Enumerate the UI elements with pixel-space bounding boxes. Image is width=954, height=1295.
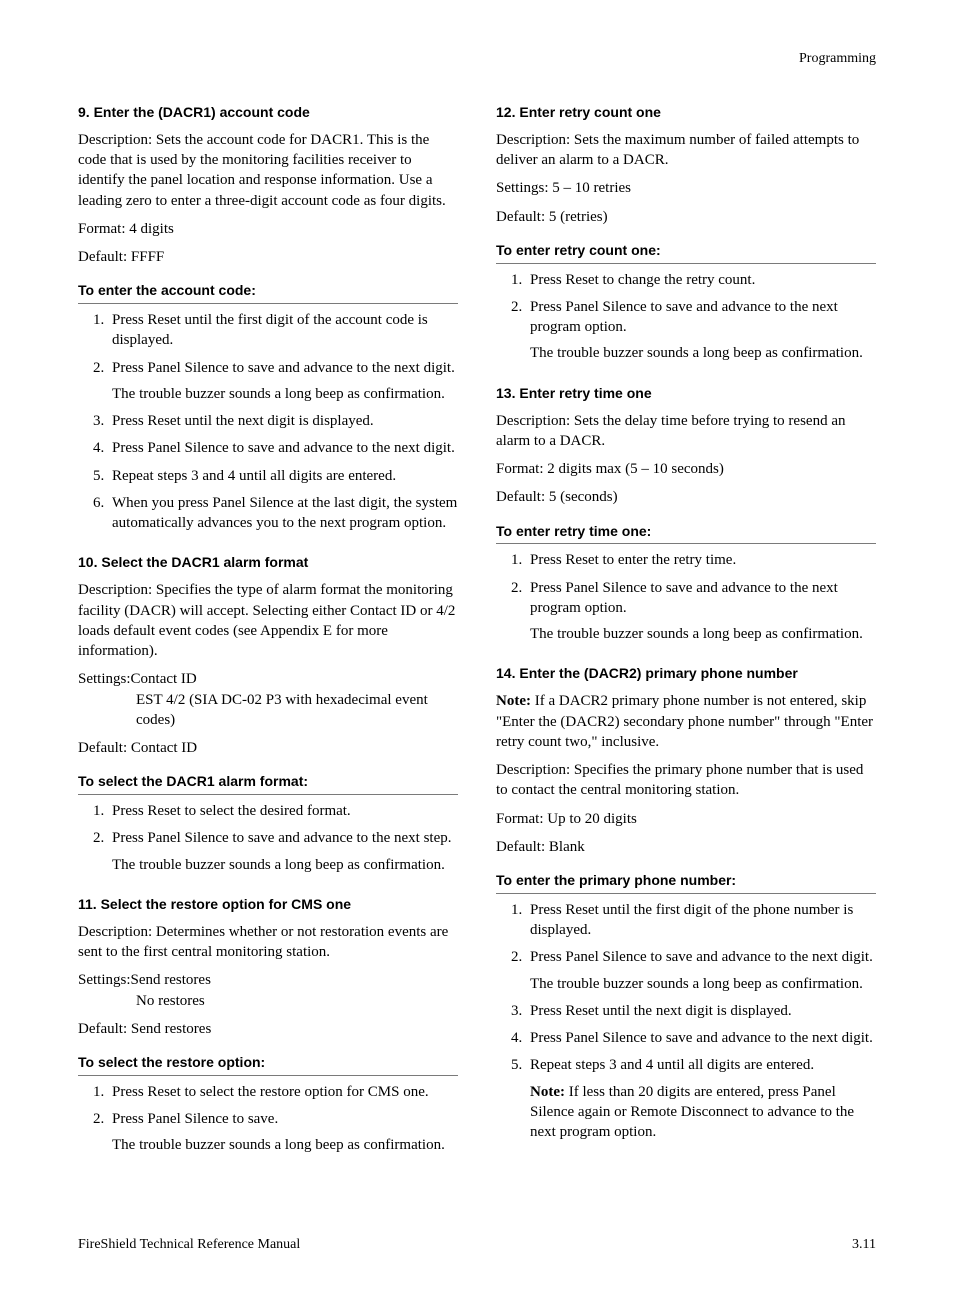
list-item: Press Reset until the next digit is disp… bbox=[108, 411, 458, 431]
right-column: 12. Enter retry count one Description: S… bbox=[496, 103, 876, 1176]
s12-settings: Settings: 5 – 10 retries bbox=[496, 178, 876, 198]
step-note: The trouble buzzer sounds a long beep as… bbox=[530, 343, 876, 363]
s11-steps: Press Reset to select the restore option… bbox=[78, 1082, 458, 1156]
note-text: If a DACR2 primary phone number is not e… bbox=[496, 693, 873, 750]
setting-value: Send restores bbox=[131, 972, 211, 988]
list-item: Press Panel Silence to save and advance … bbox=[108, 358, 458, 405]
left-column: 9. Enter the (DACR1) account code Descri… bbox=[78, 103, 458, 1176]
setting-value: EST 4/2 (SIA DC-02 P3 with hexadecimal e… bbox=[78, 690, 458, 731]
s10-settings: Settings:Contact ID EST 4/2 (SIA DC-02 P… bbox=[78, 669, 458, 730]
header-right: Programming bbox=[799, 51, 876, 66]
step-text: Press Panel Silence to save and advance … bbox=[112, 830, 452, 846]
note-label: Note: bbox=[530, 1084, 565, 1100]
content-columns: 9. Enter the (DACR1) account code Descri… bbox=[78, 103, 876, 1176]
s12-desc: Description: Sets the maximum number of … bbox=[496, 130, 876, 171]
list-item: Press Panel Silence to save and advance … bbox=[526, 578, 876, 645]
setting-value: Contact ID bbox=[131, 671, 197, 687]
section-14: 14. Enter the (DACR2) primary phone numb… bbox=[496, 664, 876, 1142]
s13-title: 13. Enter retry time one bbox=[496, 384, 876, 403]
list-item: Press Reset to select the restore option… bbox=[108, 1082, 458, 1102]
step-text: Press Panel Silence to save and advance … bbox=[530, 299, 838, 335]
section-13: 13. Enter retry time one Description: Se… bbox=[496, 384, 876, 645]
section-9: 9. Enter the (DACR1) account code Descri… bbox=[78, 103, 458, 534]
s11-proc-title: To select the restore option: bbox=[78, 1053, 458, 1076]
list-item: Press Reset until the next digit is disp… bbox=[526, 1001, 876, 1021]
s10-proc-title: To select the DACR1 alarm format: bbox=[78, 772, 458, 795]
footer-left: FireShield Technical Reference Manual bbox=[78, 1236, 300, 1255]
list-item: Press Panel Silence to save and advance … bbox=[526, 1028, 876, 1048]
settings-label: Settings: bbox=[78, 671, 131, 687]
s10-desc: Description: Specifies the type of alarm… bbox=[78, 580, 458, 661]
s10-steps: Press Reset to select the desired format… bbox=[78, 801, 458, 875]
step-text: Repeat steps 3 and 4 until all digits ar… bbox=[530, 1057, 814, 1073]
s9-title: 9. Enter the (DACR1) account code bbox=[78, 103, 458, 122]
step-note: Note: If less than 20 digits are entered… bbox=[530, 1082, 876, 1143]
list-item: Repeat steps 3 and 4 until all digits ar… bbox=[108, 466, 458, 486]
s11-desc: Description: Determines whether or not r… bbox=[78, 922, 458, 963]
s14-note: Note: If a DACR2 primary phone number is… bbox=[496, 691, 876, 752]
list-item: When you press Panel Silence at the last… bbox=[108, 493, 458, 534]
step-text: Press Panel Silence to save. bbox=[112, 1111, 278, 1127]
s11-settings: Settings:Send restores No restores bbox=[78, 970, 458, 1011]
s9-steps: Press Reset until the first digit of the… bbox=[78, 310, 458, 533]
s11-title: 11. Select the restore option for CMS on… bbox=[78, 895, 458, 914]
s14-desc: Description: Specifies the primary phone… bbox=[496, 760, 876, 801]
list-item: Press Panel Silence to save and advance … bbox=[526, 947, 876, 994]
page-footer: FireShield Technical Reference Manual 3.… bbox=[78, 1236, 876, 1255]
list-item: Press Reset to select the desired format… bbox=[108, 801, 458, 821]
note-label: Note: bbox=[496, 693, 531, 709]
section-10: 10. Select the DACR1 alarm format Descri… bbox=[78, 553, 458, 875]
s9-format: Format: 4 digits bbox=[78, 219, 458, 239]
step-note: The trouble buzzer sounds a long beep as… bbox=[112, 1135, 458, 1155]
s12-default: Default: 5 (retries) bbox=[496, 207, 876, 227]
list-item: Press Panel Silence to save and advance … bbox=[108, 438, 458, 458]
s10-default: Default: Contact ID bbox=[78, 738, 458, 758]
step-note: The trouble buzzer sounds a long beep as… bbox=[530, 624, 876, 644]
s13-default: Default: 5 (seconds) bbox=[496, 487, 876, 507]
s12-title: 12. Enter retry count one bbox=[496, 103, 876, 122]
footer-right: 3.11 bbox=[852, 1236, 876, 1255]
s14-format: Format: Up to 20 digits bbox=[496, 809, 876, 829]
list-item: Press Panel Silence to save and advance … bbox=[108, 828, 458, 875]
list-item: Press Reset until the first digit of the… bbox=[526, 900, 876, 941]
list-item: Press Reset to change the retry count. bbox=[526, 270, 876, 290]
step-note: The trouble buzzer sounds a long beep as… bbox=[112, 384, 458, 404]
s13-steps: Press Reset to enter the retry time. Pre… bbox=[496, 550, 876, 644]
list-item: Press Panel Silence to save and advance … bbox=[526, 297, 876, 364]
s14-steps: Press Reset until the first digit of the… bbox=[496, 900, 876, 1143]
s13-proc-title: To enter retry time one: bbox=[496, 522, 876, 545]
list-item: Press Panel Silence to save. The trouble… bbox=[108, 1109, 458, 1156]
setting-value: No restores bbox=[78, 991, 458, 1011]
list-item: Repeat steps 3 and 4 until all digits ar… bbox=[526, 1055, 876, 1142]
s9-desc: Description: Sets the account code for D… bbox=[78, 130, 458, 211]
s13-format: Format: 2 digits max (5 – 10 seconds) bbox=[496, 459, 876, 479]
s10-title: 10. Select the DACR1 alarm format bbox=[78, 553, 458, 572]
section-11: 11. Select the restore option for CMS on… bbox=[78, 895, 458, 1156]
page-header: Programming bbox=[78, 50, 876, 69]
s11-default: Default: Send restores bbox=[78, 1019, 458, 1039]
s12-steps: Press Reset to change the retry count. P… bbox=[496, 270, 876, 364]
s14-proc-title: To enter the primary phone number: bbox=[496, 871, 876, 894]
settings-label: Settings: bbox=[78, 972, 131, 988]
s13-desc: Description: Sets the delay time before … bbox=[496, 411, 876, 452]
step-note: The trouble buzzer sounds a long beep as… bbox=[112, 855, 458, 875]
step-text: Press Panel Silence to save and advance … bbox=[530, 580, 838, 616]
step-text: Press Panel Silence to save and advance … bbox=[112, 360, 455, 376]
s9-proc-title: To enter the account code: bbox=[78, 281, 458, 304]
note-text: If less than 20 digits are entered, pres… bbox=[530, 1084, 854, 1141]
section-12: 12. Enter retry count one Description: S… bbox=[496, 103, 876, 364]
s12-proc-title: To enter retry count one: bbox=[496, 241, 876, 264]
s9-default: Default: FFFF bbox=[78, 247, 458, 267]
step-text: Press Panel Silence to save and advance … bbox=[530, 949, 873, 965]
step-note: The trouble buzzer sounds a long beep as… bbox=[530, 974, 876, 994]
list-item: Press Reset to enter the retry time. bbox=[526, 550, 876, 570]
s14-default: Default: Blank bbox=[496, 837, 876, 857]
list-item: Press Reset until the first digit of the… bbox=[108, 310, 458, 351]
s14-title: 14. Enter the (DACR2) primary phone numb… bbox=[496, 664, 876, 683]
